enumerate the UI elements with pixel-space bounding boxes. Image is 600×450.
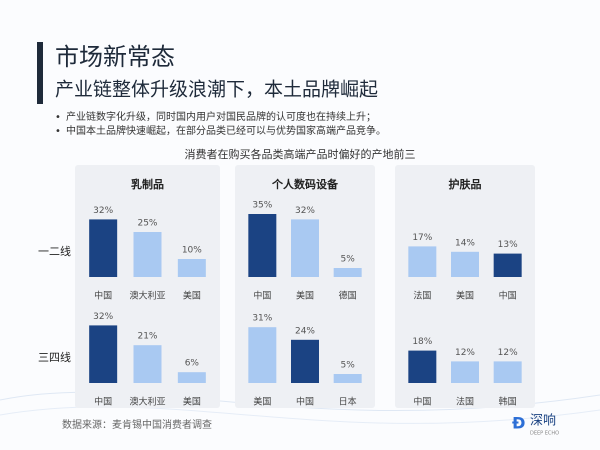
bar: [291, 219, 319, 277]
bar: [248, 214, 277, 277]
bullet: 中国本土品牌快速崛起，在部分品类已经可以与优势国家高端产品竞争。: [66, 124, 386, 137]
category-label: 美国: [183, 290, 201, 302]
subtitle: 产业链整体升级浪潮下，本土品牌崛起: [55, 79, 378, 101]
category-label: 中国: [253, 290, 271, 302]
bar: [493, 253, 522, 277]
value-label: 13%: [498, 240, 518, 250]
bar: [291, 339, 319, 383]
category-label: 中国: [296, 396, 314, 408]
bar: [177, 259, 206, 277]
bar: [333, 268, 362, 277]
value-label: 5%: [341, 361, 356, 371]
value-label: 10%: [182, 246, 202, 256]
row-label: 三四线: [38, 350, 71, 364]
category-label: 美国: [296, 290, 314, 302]
value-label: 6%: [185, 359, 200, 369]
source: 数据来源：麦肯锡中国消费者调查: [62, 418, 212, 431]
row-label: 一二线: [38, 244, 71, 258]
value-label: 5%: [341, 255, 356, 265]
category-label: 德国: [339, 290, 357, 302]
decor-wave: [0, 406, 600, 424]
title: 市场新常态: [55, 43, 175, 71]
bar: [493, 361, 522, 383]
bar: [408, 246, 437, 277]
value-label: 14%: [455, 238, 475, 248]
bar: [451, 361, 479, 383]
value-label: 12%: [455, 348, 475, 358]
bullet: 产业链数字化升级，同时国内用户对国民品牌的认可度也在持续上升；: [66, 110, 376, 123]
bar: [451, 251, 479, 277]
logo-sub: DEEP ECHO: [530, 431, 559, 437]
value-label: 25%: [137, 219, 157, 229]
category-label: 韩国: [499, 396, 517, 408]
category-label: 中国: [94, 290, 112, 302]
category-label: 澳大利亚: [129, 396, 165, 408]
category-label: 日本: [339, 396, 357, 408]
panel-title: 乳制品: [131, 177, 164, 191]
bar: [177, 372, 206, 383]
logo: 深响: [530, 413, 556, 429]
category-label: 澳大利亚: [129, 290, 165, 302]
value-label: 21%: [137, 332, 157, 342]
bar: [408, 350, 437, 383]
value-label: 17%: [412, 233, 432, 243]
panel: [395, 165, 535, 408]
bullet-dot: •: [55, 112, 61, 123]
panel-title: 护肤品: [449, 177, 482, 191]
bar: [133, 345, 162, 383]
value-label: 12%: [498, 348, 518, 358]
bar: [333, 374, 362, 383]
category-label: 中国: [94, 396, 112, 408]
logo-mark: Đ: [512, 414, 525, 433]
category-label: 中国: [413, 396, 431, 408]
panel-title: 个人数码设备: [271, 177, 339, 191]
chart-title: 消费者在购买各品类高端产品时偏好的产地前三: [185, 147, 416, 161]
category-label: 美国: [253, 396, 271, 408]
value-label: 32%: [93, 206, 113, 216]
bar: [89, 325, 118, 383]
category-label: 美国: [183, 396, 201, 408]
value-label: 32%: [93, 312, 113, 322]
value-label: 32%: [295, 206, 315, 216]
bar: [248, 327, 277, 383]
value-label: 35%: [252, 201, 272, 211]
category-label: 法国: [456, 396, 474, 408]
category-label: 中国: [499, 290, 517, 302]
category-label: 法国: [413, 290, 431, 302]
value-label: 31%: [252, 314, 272, 324]
title-bar: [37, 42, 43, 104]
bar: [89, 219, 118, 277]
category-label: 美国: [456, 290, 474, 302]
bar: [133, 232, 162, 277]
value-label: 18%: [412, 337, 432, 347]
value-label: 24%: [295, 326, 315, 336]
bullet-dot: •: [55, 126, 61, 137]
